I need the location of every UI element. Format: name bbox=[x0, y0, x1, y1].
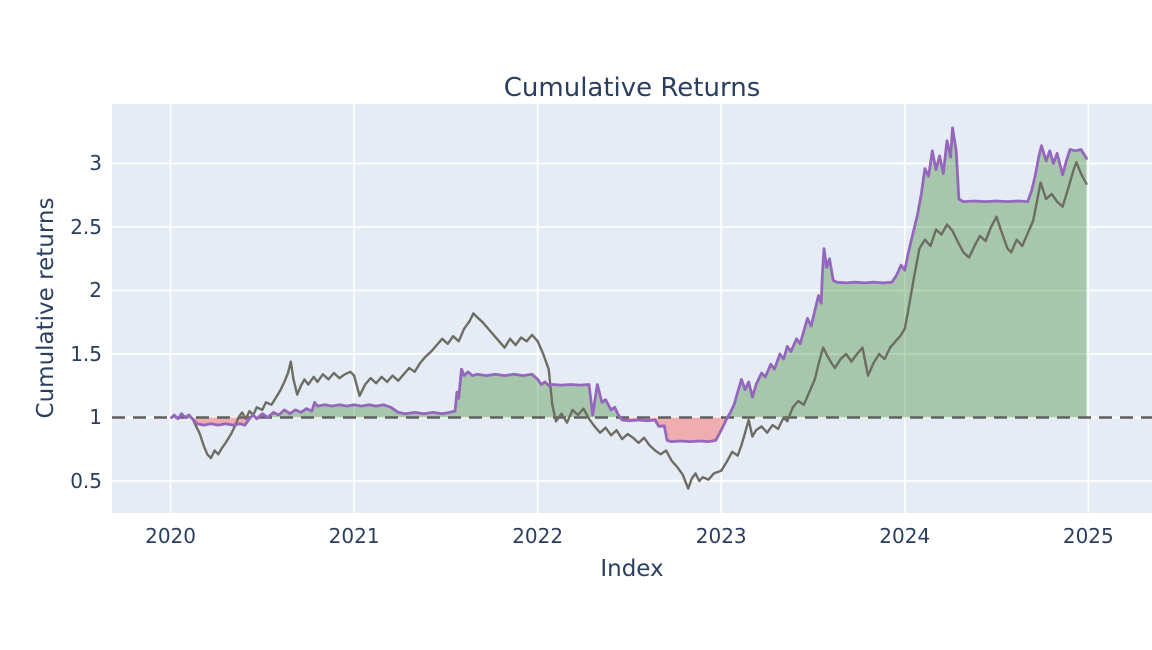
y-tick-label: 0.5 bbox=[70, 468, 102, 493]
green-fill-area bbox=[258, 369, 621, 418]
red-fill-area bbox=[620, 417, 728, 442]
chart-title: Cumulative Returns bbox=[503, 73, 761, 103]
y-tick-label: 1.5 bbox=[70, 341, 102, 366]
x-tick-label: 2025 bbox=[1062, 524, 1114, 548]
x-tick-label: 2022 bbox=[512, 524, 564, 548]
purple-strategy-line bbox=[170, 126, 1088, 443]
x-axis-title: Index bbox=[600, 556, 664, 582]
y-tick-label: 2.5 bbox=[70, 214, 102, 239]
y-tick-label: 3 bbox=[89, 151, 102, 176]
x-tick-label: 2020 bbox=[145, 524, 196, 548]
y-tick-label: 2 bbox=[89, 278, 102, 303]
plot-background bbox=[112, 104, 1152, 513]
x-tick-label: 2021 bbox=[328, 524, 380, 548]
x-tick-label: 2024 bbox=[879, 524, 931, 548]
x-tick-label: 2023 bbox=[695, 524, 747, 548]
y-tick-label: 1 bbox=[89, 405, 102, 430]
green-fill-area bbox=[727, 127, 1087, 418]
gray-benchmark-line bbox=[170, 161, 1088, 490]
